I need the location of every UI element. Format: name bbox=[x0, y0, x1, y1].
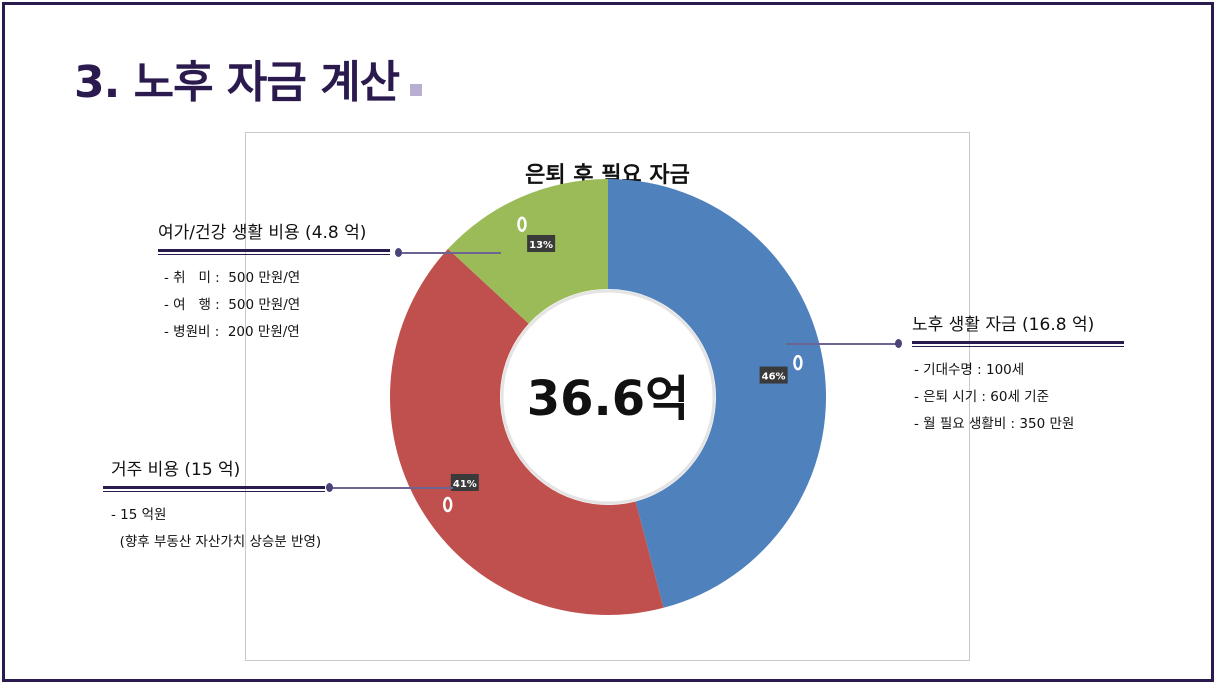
callout-housing-item: - 15 억원 bbox=[111, 507, 167, 523]
center-total-label: 36.6억 bbox=[527, 371, 690, 427]
callout-leisure-rule bbox=[158, 249, 390, 252]
callout-leisure-item: - 여 행 : 500 만원/연 bbox=[164, 297, 301, 313]
callout-leisure-item: - 병원비 : 200 만원/연 bbox=[164, 324, 300, 340]
slice-percent-label-bg bbox=[527, 234, 556, 252]
callout-housing-rule bbox=[103, 486, 325, 489]
callout-living-rule-thin bbox=[912, 346, 1124, 347]
callout-living-item: - 기대수명 : 100세 bbox=[914, 362, 1025, 378]
callout-housing-item: (향후 부동산 자산가치 상승분 반영) bbox=[111, 534, 322, 550]
leader-line-living bbox=[786, 343, 898, 345]
slice-marker-ring bbox=[517, 216, 527, 232]
callout-living-heading: 노후 생활 자금 (16.8 억) bbox=[912, 315, 1095, 335]
slice-percent-text: 41% bbox=[453, 479, 477, 490]
leader-dot-living bbox=[895, 339, 902, 348]
chart-area: 은퇴 후 필요 자금 36.6억 46% 41% 13% bbox=[245, 132, 970, 661]
callout-living-item: - 월 필요 생활비 : 350 만원 bbox=[914, 416, 1075, 432]
donut-chart: 36.6억 46% 41% 13% bbox=[390, 179, 826, 615]
callout-leisure: 여가/건강 생활 비용 (4.8 억) - 취 미 : 500 만원/연 - 여… bbox=[158, 218, 390, 346]
callout-living: 노후 생활 자금 (16.8 억) - 기대수명 : 100세 - 은퇴 시기 … bbox=[912, 310, 1124, 438]
leader-line-housing bbox=[329, 487, 453, 489]
callout-housing-rule-thin bbox=[103, 491, 325, 492]
leader-line-leisure bbox=[399, 252, 501, 254]
slice-percent-text: 13% bbox=[529, 240, 553, 251]
leader-dot-leisure bbox=[395, 248, 402, 257]
leader-dot-housing bbox=[326, 483, 333, 492]
callout-living-item: - 은퇴 시기 : 60세 기준 bbox=[914, 389, 1049, 405]
callout-housing: 거주 비용 (15 억) - 15 억원 (향후 부동산 자산가치 상승분 반영… bbox=[103, 455, 325, 556]
donut-hole bbox=[500, 289, 716, 505]
slice-percent-label-bg bbox=[450, 473, 479, 491]
slice-percent-text: 46% bbox=[762, 372, 786, 383]
slice-percent-label: 13% bbox=[527, 234, 556, 252]
callout-housing-heading: 거주 비용 (15 억) bbox=[111, 460, 241, 480]
slice-marker-ring bbox=[793, 354, 803, 371]
percent-labels: 46% 41% 13% bbox=[442, 216, 803, 513]
slice-percent-label-bg bbox=[759, 366, 788, 384]
slice-marker-ring bbox=[442, 496, 453, 513]
slide-title: 3. 노후 자금 계산 bbox=[74, 57, 400, 108]
callout-leisure-item: - 취 미 : 500 만원/연 bbox=[164, 270, 301, 286]
callout-leisure-rule-thin bbox=[158, 254, 390, 255]
callout-living-rule bbox=[912, 341, 1124, 344]
donut-slice bbox=[608, 179, 826, 608]
title-accent-dot bbox=[410, 84, 422, 96]
slice-percent-label: 46% bbox=[759, 366, 788, 384]
slice-percent-label: 41% bbox=[450, 473, 479, 491]
callout-leisure-heading: 여가/건강 생활 비용 (4.8 억) bbox=[158, 223, 367, 243]
donut-slice bbox=[390, 248, 664, 615]
